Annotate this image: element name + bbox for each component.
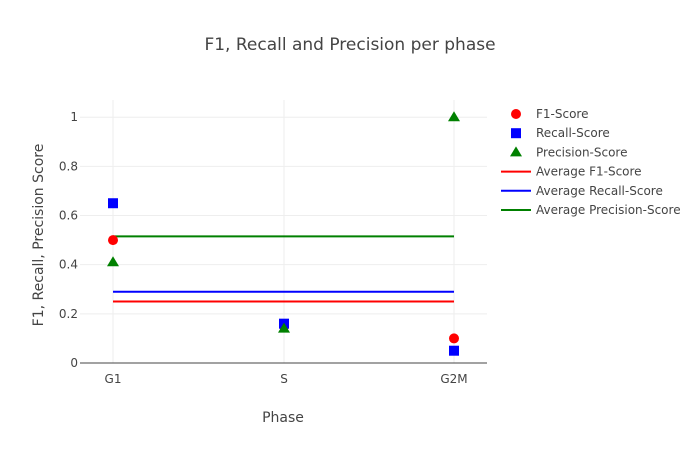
legend-item-average-precision-score[interactable]: Average Precision-Score xyxy=(501,203,681,217)
legend-label: F1-Score xyxy=(536,107,588,121)
markers-layer xyxy=(107,111,460,356)
f1-score-point xyxy=(108,235,118,246)
x-axis-title: Phase xyxy=(262,410,304,426)
x-tick-label: S xyxy=(280,372,288,386)
recall-score-point xyxy=(449,345,459,356)
legend-label: Average Precision-Score xyxy=(536,203,681,217)
y-tick-label: 0.6 xyxy=(59,209,78,223)
legend[interactable]: F1-Score Recall-Score Precision-Score Avera… xyxy=(501,107,681,217)
x-tick-label: G1 xyxy=(105,372,122,386)
precision-score-point xyxy=(278,322,290,333)
x-tick-label: G2M xyxy=(440,372,467,386)
legend-item-recall-score[interactable]: Recall-Score xyxy=(511,126,610,140)
y-axis-title: F1, Recall, Precision Score xyxy=(31,144,47,327)
axis-layer: 0 0.2 0.4 0.6 0.8 1 G1 S G2M xyxy=(59,110,487,386)
f1-score-point xyxy=(449,333,459,344)
legend-swatch-precision-score xyxy=(510,146,522,157)
y-tick-label: 0.8 xyxy=(59,159,78,173)
legend-item-f1-score[interactable]: F1-Score xyxy=(511,107,588,121)
legend-item-average-f1-score[interactable]: Average F1-Score xyxy=(501,165,642,179)
legend-item-average-recall-score[interactable]: Average Recall-Score xyxy=(501,184,663,198)
precision-score-point xyxy=(448,111,460,122)
average-lines-layer xyxy=(113,235,454,303)
legend-label: Precision-Score xyxy=(536,145,627,159)
precision-score-point xyxy=(107,256,119,267)
legend-swatch-recall-score xyxy=(511,128,521,139)
legend-swatch-f1-score xyxy=(511,109,521,119)
recall-score-point xyxy=(108,198,118,209)
legend-label: Recall-Score xyxy=(536,126,610,140)
y-tick-label: 0.2 xyxy=(59,307,78,321)
legend-label: Average Recall-Score xyxy=(536,184,663,198)
y-tick-label: 1 xyxy=(70,110,78,124)
chart-title: F1, Recall and Precision per phase xyxy=(204,35,495,55)
legend-item-precision-score[interactable]: Precision-Score xyxy=(510,145,627,159)
y-tick-label: 0.4 xyxy=(59,258,78,272)
legend-label: Average F1-Score xyxy=(536,165,642,179)
y-tick-label: 0 xyxy=(70,356,78,370)
